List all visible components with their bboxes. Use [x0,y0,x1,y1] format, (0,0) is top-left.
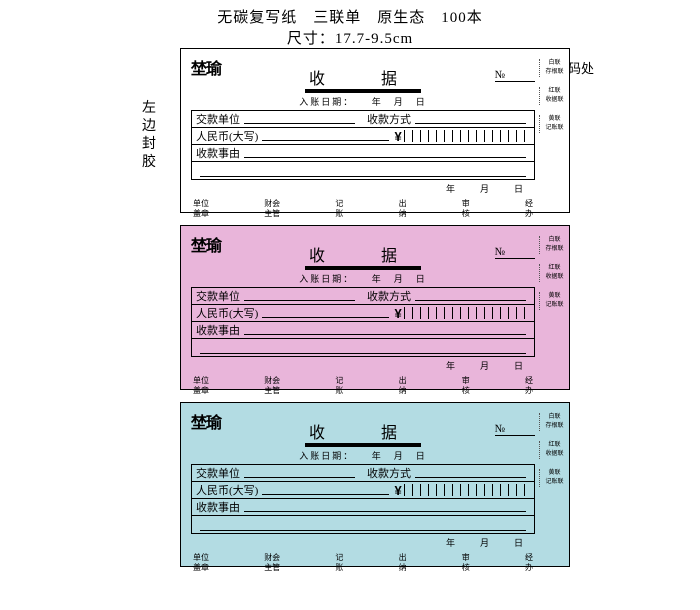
row-blank [192,339,534,357]
label-rmb: 人民币(大写) [196,128,258,144]
form-box: 交款单位收款方式 人民币(大写)¥ 收款事由 [191,464,535,534]
amount-grid [404,130,530,142]
underline [244,123,355,124]
yen-icon: ¥ [395,129,402,144]
legend-red: 红联收据联 [539,87,567,105]
form-box: 交款单位 收款方式 人民币(大写) ¥ 收款事由 [191,110,535,180]
copy-legend: 白联存根联 红联收据联 黄联记账联 [539,59,567,143]
row-amount: 人民币(大写)¥ [192,482,534,499]
copy-legend: 白联存根联 红联收据联 黄联记账联 [539,413,567,497]
label-payer: 交款单位 [196,111,240,127]
underline [244,157,526,158]
row-reason: 收款事由 [192,145,534,162]
footer-signoff: 单位盖章 财会主管 记账 出纳 审核 经办 [191,553,535,573]
receipts-container: 埜瑜 收 据 № 入账日期： 年 月 日 交款单位 收款方式 人民币(大写) ¥… [0,48,700,567]
left-glue-label: 左边封胶 [142,100,156,172]
yen-icon: ¥ [395,483,402,498]
date-ymd-small: 年 月 日 [191,182,535,195]
receipt-number-label: № [495,246,536,259]
title-row: 收 据 № [191,65,535,91]
form-box: 交款单位收款方式 人民币(大写)¥ 收款事由 [191,287,535,357]
row-reason: 收款事由 [192,322,534,339]
row-amount: 人民币(大写)¥ [192,305,534,322]
row-reason: 收款事由 [192,499,534,516]
underline [262,140,388,141]
fcol-cashier: 出纳 [399,199,407,219]
footer-signoff: 单位盖章 财会主管 记账 出纳 审核 经办 [191,199,535,219]
fcol-stamp: 单位盖章 [193,199,209,219]
fcol-record: 记账 [335,199,343,219]
legend-white: 白联存根联 [539,59,567,77]
fcol-finance: 财会主管 [264,199,280,219]
row-blank [192,516,534,534]
header-line-2: 尺寸：17.7-9.5cm [0,27,700,48]
row-payer: 交款单位收款方式 [192,465,534,482]
receipt-title: 收 据 [305,419,421,445]
receipt-number-label: № [495,69,536,82]
receipt-copy-white: 埜瑜 收 据 № 入账日期： 年 月 日 交款单位 收款方式 人民币(大写) ¥… [180,48,570,213]
date-line: 入账日期： 年 月 日 [191,95,535,108]
row-blank [192,162,534,180]
yen-icon: ¥ [395,306,402,321]
date-ymd-small: 年 月 日 [191,536,535,549]
row-payer: 交款单位收款方式 [192,288,534,305]
label-method: 收款方式 [367,111,411,127]
date-ymd-small: 年 月 日 [191,359,535,372]
fcol-handler: 经办 [525,199,533,219]
receipt-number-label: № [495,423,536,436]
underline [200,176,526,177]
header-line-1: 无碳复写纸 三联单 原生态 100本 [0,6,700,27]
page-header: 无碳复写纸 三联单 原生态 100本 尺寸：17.7-9.5cm [0,0,700,48]
date-line: 入账日期： 年 月 日 [191,449,535,462]
receipt-title: 收 据 [305,242,421,268]
code-mark-callout: 打码处 [555,58,675,107]
row-payer: 交款单位 收款方式 [192,111,534,128]
receipt-copy-blue: 埜瑜 收 据 № 入账日期： 年 月 日 交款单位收款方式 人民币(大写)¥ 收… [180,402,570,567]
label-reason: 收款事由 [196,145,240,161]
row-amount: 人民币(大写) ¥ [192,128,534,145]
date-line: 入账日期： 年 月 日 [191,272,535,285]
receipt-title: 收 据 [305,65,421,91]
legend-yellow: 黄联记账联 [539,115,567,133]
title-row: 收 据 № [191,419,535,445]
title-row: 收 据 № [191,242,535,268]
receipt-copy-pink: 埜瑜 收 据 № 入账日期： 年 月 日 交款单位收款方式 人民币(大写)¥ 收… [180,225,570,390]
copy-legend: 白联存根联 红联收据联 黄联记账联 [539,236,567,320]
underline [415,123,526,124]
footer-signoff: 单位盖章 财会主管 记账 出纳 审核 经办 [191,376,535,396]
fcol-audit: 审核 [462,199,470,219]
